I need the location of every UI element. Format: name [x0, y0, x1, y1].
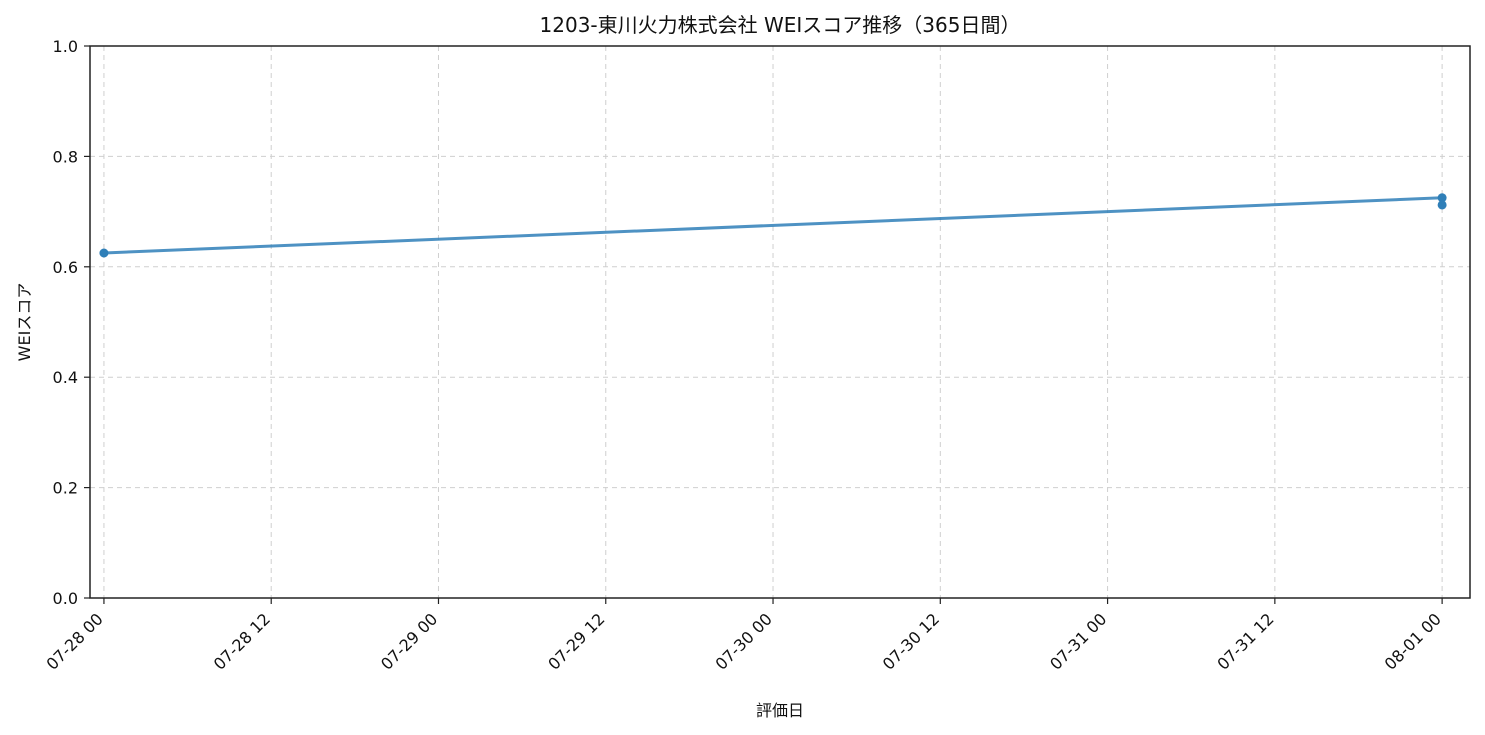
grid: [90, 46, 1470, 598]
y-tick-label: 0.2: [53, 479, 78, 498]
y-axis-title: WEIスコア: [15, 283, 34, 362]
series-line: [103, 196, 1443, 255]
y-tick-label: 0.8: [53, 147, 78, 166]
data-point: [1437, 200, 1447, 210]
x-axis-title: 評価日: [756, 701, 804, 720]
data-point: [1437, 193, 1447, 203]
plot-frame: [89, 45, 1471, 599]
y-tick-label: 0.4: [53, 368, 78, 387]
data-point: [99, 248, 109, 258]
chart-title: 1203-東川火力株式会社 WEIスコア推移（365日間）: [540, 13, 1021, 37]
y-tick-label: 1.0: [53, 37, 78, 56]
series-layer: [99, 193, 1447, 258]
y-tick-label: 0.6: [53, 258, 78, 277]
y-tick-label: 0.0: [53, 589, 78, 608]
